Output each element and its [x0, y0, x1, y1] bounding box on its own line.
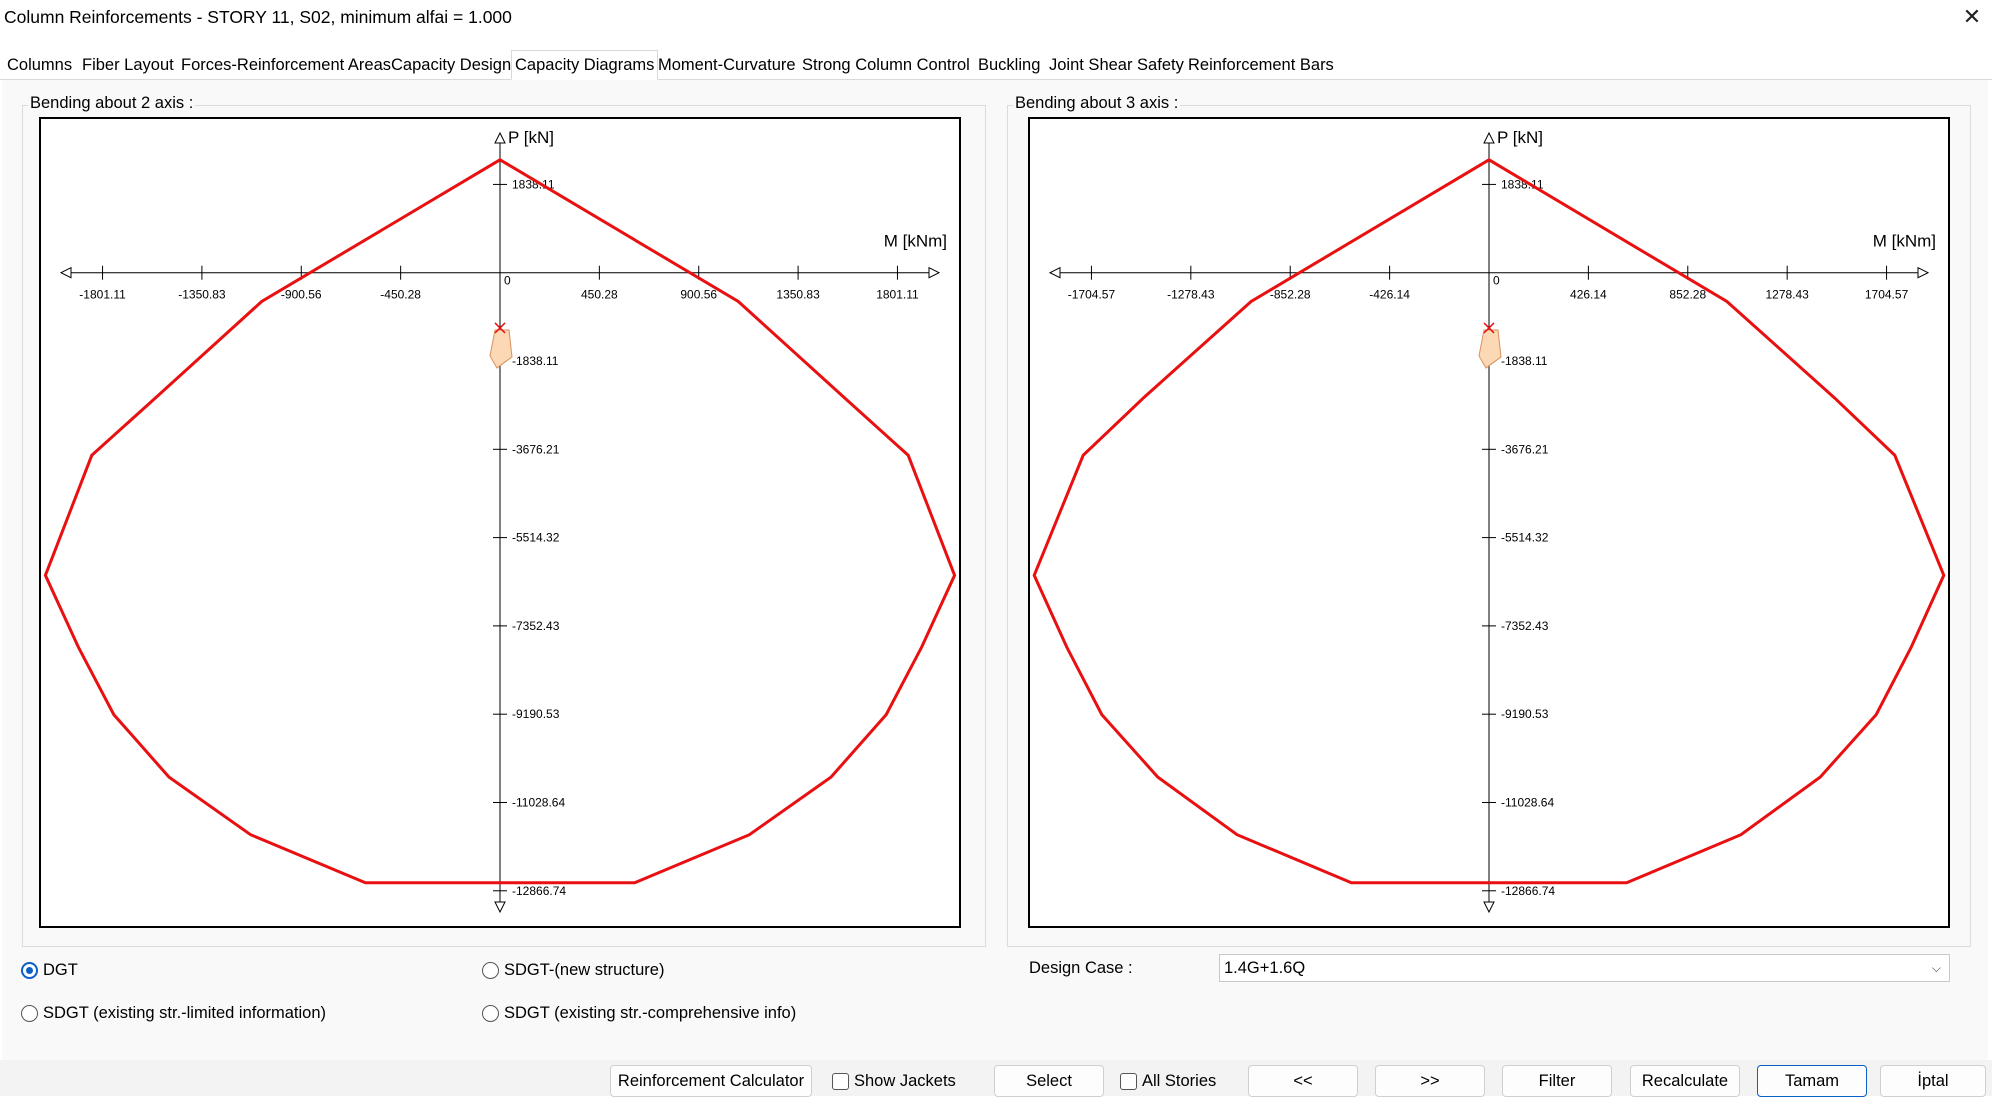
tab-reinforcement-bars[interactable]: Reinforcement Bars — [1185, 52, 1337, 78]
all-stories-label: All Stories — [1142, 1072, 1216, 1091]
y-axis-top-arrow — [495, 133, 505, 143]
y-tick-label: -12866.74 — [512, 884, 566, 898]
previous-button[interactable]: << — [1248, 1065, 1358, 1097]
radio-sdgt-limited-indicator[interactable] — [21, 1005, 38, 1022]
origin-label: 0 — [504, 274, 511, 288]
chevron-down-icon[interactable]: ⌵ — [1932, 955, 1941, 981]
x-tick-label: 1801.11 — [876, 288, 919, 302]
y-tick-label: -5514.32 — [512, 531, 560, 545]
y-axis-top-arrow — [1484, 133, 1494, 143]
next-button[interactable]: >> — [1375, 1065, 1485, 1097]
radio-dgt[interactable]: DGT — [21, 961, 78, 980]
interaction-diagram-3-axis: P [kN] M [kNm] 0 -1704.57 -1278.43 -852.28 -42… — [1028, 117, 1950, 928]
x-tick-label: 1704.57 — [1865, 288, 1909, 302]
tab-capacity-design[interactable]: Capacity Design — [388, 52, 514, 78]
recalculate-button[interactable]: Recalculate — [1630, 1065, 1740, 1097]
ok-button[interactable]: Tamam — [1757, 1065, 1867, 1097]
y-axis-bottom-arrow — [1484, 902, 1494, 912]
x-tick-label: 852.28 — [1669, 288, 1706, 302]
x-tick-label: -1704.57 — [1068, 288, 1116, 302]
bending-2-axis-label: Bending about 2 axis : — [28, 94, 195, 113]
tab-strong-column-control[interactable]: Strong Column Control — [799, 52, 973, 78]
title-bar: Column Reinforcements - STORY 11, S02, m… — [0, 0, 1992, 36]
y-axis-bottom-arrow — [495, 902, 505, 912]
x-tick-label: -450.28 — [380, 288, 421, 302]
tab-columns[interactable]: Columns — [4, 52, 75, 78]
capacity-diagrams-panel: Bending about 2 axis : P [kN] M [kNm] 0 -18… — [2, 80, 1988, 1060]
x-tick-label: -1801.11 — [79, 288, 126, 302]
radio-sdgt-comprehensive-indicator[interactable] — [482, 1005, 499, 1022]
all-stories-checkbox[interactable]: All Stories — [1120, 1072, 1216, 1091]
tab-moment-curvature[interactable]: Moment-Curvature — [655, 52, 799, 78]
x-tick-label: -900.56 — [281, 288, 322, 302]
tab-buckling[interactable]: Buckling — [975, 52, 1043, 78]
radio-sdgt-new[interactable]: SDGT-(new structure) — [482, 961, 664, 980]
demand-region — [490, 330, 512, 368]
interaction-diagram-2-axis-svg: P [kN] M [kNm] 0 -1801.11 -1350.83 -900.56 -45… — [41, 119, 959, 926]
radio-sdgt-limited-label: SDGT (existing str.-limited information) — [43, 1004, 326, 1023]
x-tick-label: -1278.43 — [1167, 288, 1215, 302]
radio-sdgt-new-indicator[interactable] — [482, 962, 499, 979]
x-tick-label: 426.14 — [1570, 288, 1607, 302]
x-axis-label: M [kNm] — [884, 232, 947, 251]
x-tick-label: 1350.83 — [776, 288, 820, 302]
design-case-value: 1.4G+1.6Q — [1224, 959, 1305, 977]
tab-joint-shear-safety[interactable]: Joint Shear Safety — [1046, 52, 1187, 78]
y-tick-label: -3676.21 — [512, 442, 560, 456]
x-tick-label: -426.14 — [1369, 288, 1410, 302]
y-tick-label: -11028.64 — [1501, 795, 1554, 809]
tab-bar: Columns Fiber Layout Forces-Reinforcemen… — [0, 52, 1992, 80]
radio-dgt-indicator[interactable] — [21, 962, 38, 979]
window-title: Column Reinforcements - STORY 11, S02, m… — [4, 7, 512, 28]
x-axis-right-arrow — [1918, 268, 1928, 278]
radio-sdgt-comprehensive[interactable]: SDGT (existing str.-comprehensive info) — [482, 1004, 796, 1023]
y-tick-label: -3676.21 — [1501, 442, 1549, 456]
y-axis-label: P [kN] — [1497, 128, 1543, 147]
tab-fiber-layout[interactable]: Fiber Layout — [79, 52, 177, 78]
x-tick-label: -852.28 — [1270, 288, 1311, 302]
x-tick-label: 1278.43 — [1765, 288, 1809, 302]
y-tick-label: -1838.11 — [1501, 354, 1548, 368]
close-icon[interactable]: ✕ — [1960, 6, 1984, 30]
y-tick-label: -11028.64 — [512, 795, 565, 809]
y-tick-label: -7352.43 — [1501, 619, 1549, 633]
design-case-select[interactable]: 1.4G+1.6Q ⌵ — [1219, 954, 1950, 982]
reinforcement-calculator-button[interactable]: Reinforcement Calculator — [610, 1065, 812, 1097]
all-stories-box[interactable] — [1120, 1073, 1137, 1090]
x-tick-label: 900.56 — [680, 288, 717, 302]
y-axis-label: P [kN] — [508, 128, 554, 147]
x-axis-right-arrow — [929, 268, 939, 278]
x-tick-label: 450.28 — [581, 288, 618, 302]
radio-dgt-label: DGT — [43, 961, 78, 980]
select-button[interactable]: Select — [994, 1065, 1104, 1097]
radio-sdgt-limited[interactable]: SDGT (existing str.-limited information) — [21, 1004, 326, 1023]
origin-label: 0 — [1493, 274, 1500, 288]
cancel-button[interactable]: İptal — [1880, 1065, 1986, 1097]
tab-capacity-diagrams[interactable]: Capacity Diagrams — [511, 50, 658, 80]
tab-forces-reinforcement-areas[interactable]: Forces-Reinforcement Areas — [178, 52, 394, 78]
show-jackets-label: Show Jackets — [854, 1072, 956, 1091]
radio-sdgt-new-label: SDGT-(new structure) — [504, 961, 664, 980]
y-tick-label: -9190.53 — [512, 707, 560, 721]
bending-3-axis-label: Bending about 3 axis : — [1013, 94, 1180, 113]
demand-region — [1479, 330, 1501, 368]
interaction-diagram-3-axis-svg: P [kN] M [kNm] 0 -1704.57 -1278.43 -852.28 -42… — [1030, 119, 1948, 926]
radio-sdgt-comprehensive-label: SDGT (existing str.-comprehensive info) — [504, 1004, 796, 1023]
filter-button[interactable]: Filter — [1502, 1065, 1612, 1097]
x-axis-label: M [kNm] — [1873, 232, 1936, 251]
y-tick-label: -12866.74 — [1501, 884, 1555, 898]
interaction-diagram-2-axis: P [kN] M [kNm] 0 -1801.11 -1350.83 -900.56 -45… — [39, 117, 961, 928]
y-tick-label: -9190.53 — [1501, 707, 1549, 721]
x-axis-left-arrow — [61, 268, 71, 278]
design-case-label: Design Case : — [1029, 959, 1133, 978]
y-tick-label: -7352.43 — [512, 619, 560, 633]
show-jackets-checkbox[interactable]: Show Jackets — [832, 1072, 956, 1091]
y-tick-label: -1838.11 — [512, 354, 559, 368]
x-tick-label: -1350.83 — [178, 288, 226, 302]
x-axis-left-arrow — [1050, 268, 1060, 278]
show-jackets-box[interactable] — [832, 1073, 849, 1090]
y-tick-label: -5514.32 — [1501, 531, 1549, 545]
